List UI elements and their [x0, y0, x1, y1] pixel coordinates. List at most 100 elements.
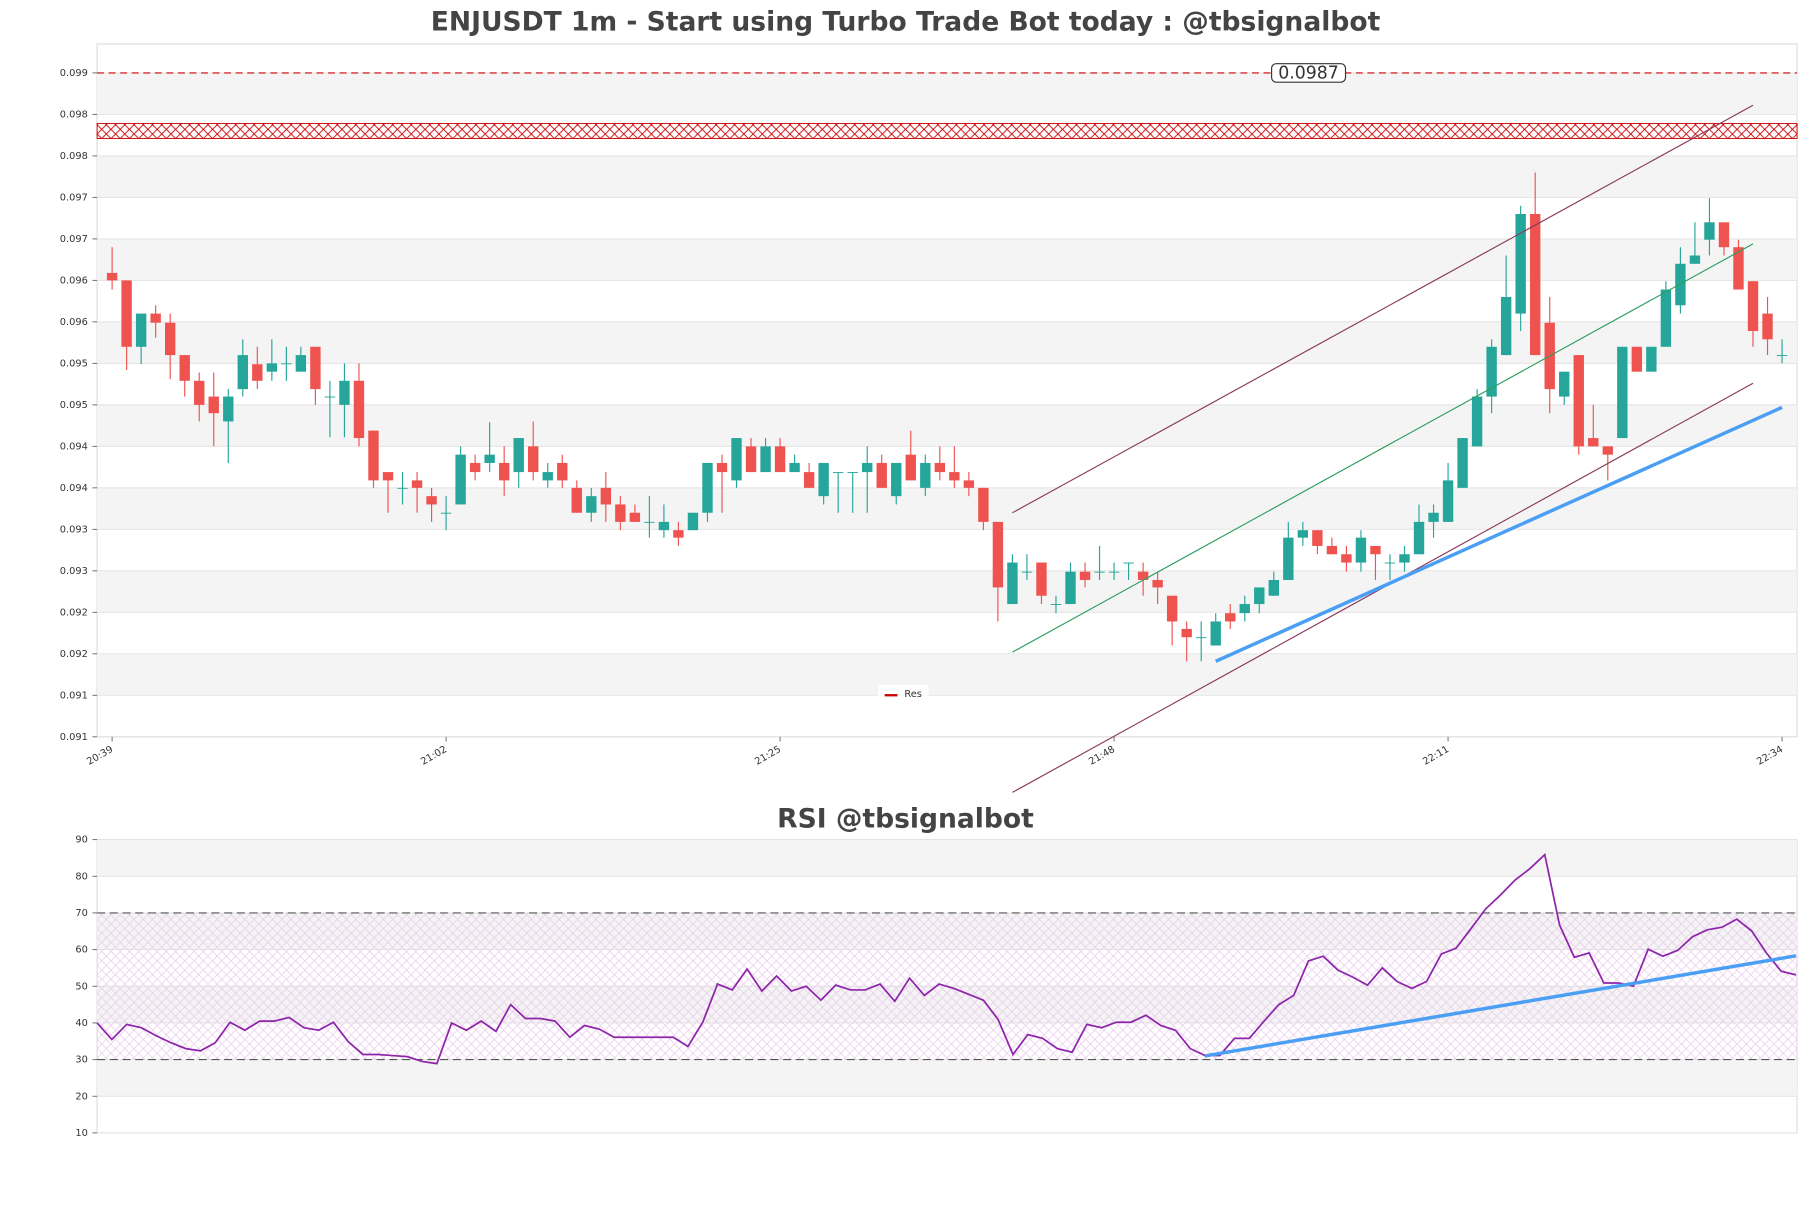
candle-body — [920, 462, 931, 488]
candle-body — [484, 454, 495, 463]
candle-body — [1500, 296, 1512, 356]
candle-body — [789, 462, 800, 473]
candle-body — [1021, 571, 1033, 573]
y-tick-label: 0.094 — [60, 483, 88, 494]
grid-band — [97, 487, 1798, 530]
grid-band — [97, 321, 1798, 364]
y-tick-label: 70 — [75, 908, 87, 919]
candle-body — [1384, 562, 1396, 564]
candle-body — [818, 462, 829, 497]
candle-body — [731, 438, 742, 481]
candle-body — [1776, 355, 1788, 357]
candle-body — [368, 430, 379, 481]
candle-body — [1573, 355, 1584, 447]
candle-body — [1050, 604, 1062, 605]
y-tick-label: 0.097 — [60, 234, 88, 245]
candle-body — [658, 521, 670, 531]
y-tick-label: 0.098 — [60, 109, 88, 120]
candle-body — [1733, 247, 1744, 290]
grid-band — [97, 155, 1798, 198]
y-tick-label: 60 — [75, 945, 87, 956]
candle-body — [1617, 346, 1628, 439]
candle-body — [469, 462, 481, 473]
y-tick-label: 0.091 — [60, 732, 88, 743]
candle-body — [1283, 537, 1294, 580]
chart-title: ENJUSDT 1m - Start using Turbo Trade Bot… — [431, 7, 1381, 38]
candle-body — [1529, 214, 1541, 356]
y-tick-label: 0.096 — [60, 317, 88, 328]
candle-body — [1689, 255, 1701, 264]
candle-body — [862, 462, 873, 473]
candle-body — [934, 462, 946, 473]
candle-body — [745, 446, 757, 473]
candle-body — [1297, 530, 1309, 538]
candle-body — [397, 487, 408, 489]
grid-band — [97, 839, 1798, 877]
candle-body — [1268, 579, 1280, 596]
candle-body — [905, 454, 916, 481]
candle-body — [1254, 587, 1265, 605]
trend-line — [1012, 104, 1754, 514]
candle-body — [106, 272, 118, 281]
y-tick-label: 0.092 — [60, 607, 88, 618]
candle-body — [1166, 595, 1178, 622]
candle-body — [571, 487, 582, 513]
resistance-label: 0.0987 — [1278, 64, 1339, 84]
candle-body — [963, 480, 975, 488]
y-tick-label: 0.093 — [60, 524, 88, 535]
resistance-label-box — [1271, 63, 1347, 83]
candle-body — [1326, 545, 1338, 555]
y-tick-label: 0.091 — [60, 690, 88, 701]
candle-body — [498, 462, 510, 481]
candle-body — [528, 446, 539, 473]
candle-body — [673, 530, 684, 538]
candle-body — [455, 454, 466, 505]
x-tick-label: 21:48 — [1087, 744, 1117, 768]
candle-body — [629, 512, 641, 522]
candle-body — [1094, 571, 1105, 573]
legend-label: Res — [904, 689, 921, 700]
grid-band — [97, 72, 1798, 115]
candle-body — [1704, 222, 1715, 240]
candle-body — [876, 462, 887, 488]
candle-body — [150, 313, 161, 323]
trend-line — [1204, 954, 1797, 1058]
trend-line — [1012, 243, 1754, 653]
candle-body — [1602, 446, 1613, 455]
candle-body — [1079, 571, 1091, 580]
candle-body — [992, 521, 1004, 588]
grid-band — [97, 238, 1798, 281]
candle-body — [135, 313, 147, 347]
y-tick-label: 0.094 — [60, 441, 88, 452]
y-tick-label: 20 — [75, 1091, 87, 1102]
candle-body — [702, 462, 713, 513]
x-tick-label: 22:11 — [1421, 744, 1451, 768]
candle-body — [1007, 562, 1018, 605]
grid-band — [97, 570, 1798, 613]
x-tick-label: 20:39 — [85, 744, 115, 768]
candle-body — [978, 487, 989, 522]
candle-body — [1515, 214, 1526, 314]
candle-body — [1457, 438, 1468, 488]
candle-body — [295, 355, 307, 372]
candle-body — [644, 521, 655, 523]
candle-body — [1036, 562, 1047, 596]
candle-body — [1370, 545, 1381, 555]
candle-body — [949, 472, 960, 481]
candle-body — [1181, 628, 1192, 638]
candle-body — [223, 396, 234, 422]
candle-body — [1413, 521, 1425, 555]
candle-body — [774, 446, 786, 473]
y-tick-label: 0.095 — [60, 400, 88, 411]
y-tick-label: 0.092 — [60, 649, 88, 660]
candle-body — [1312, 530, 1323, 546]
x-tick-label: 21:25 — [753, 744, 783, 768]
candle-body — [760, 446, 771, 473]
y-tick-label: 0.099 — [60, 68, 88, 79]
candle-body — [1225, 613, 1236, 622]
candle-body — [1108, 571, 1120, 573]
resistance-zone — [96, 123, 1798, 139]
candle-body — [1123, 562, 1134, 564]
candle-body — [382, 472, 394, 481]
